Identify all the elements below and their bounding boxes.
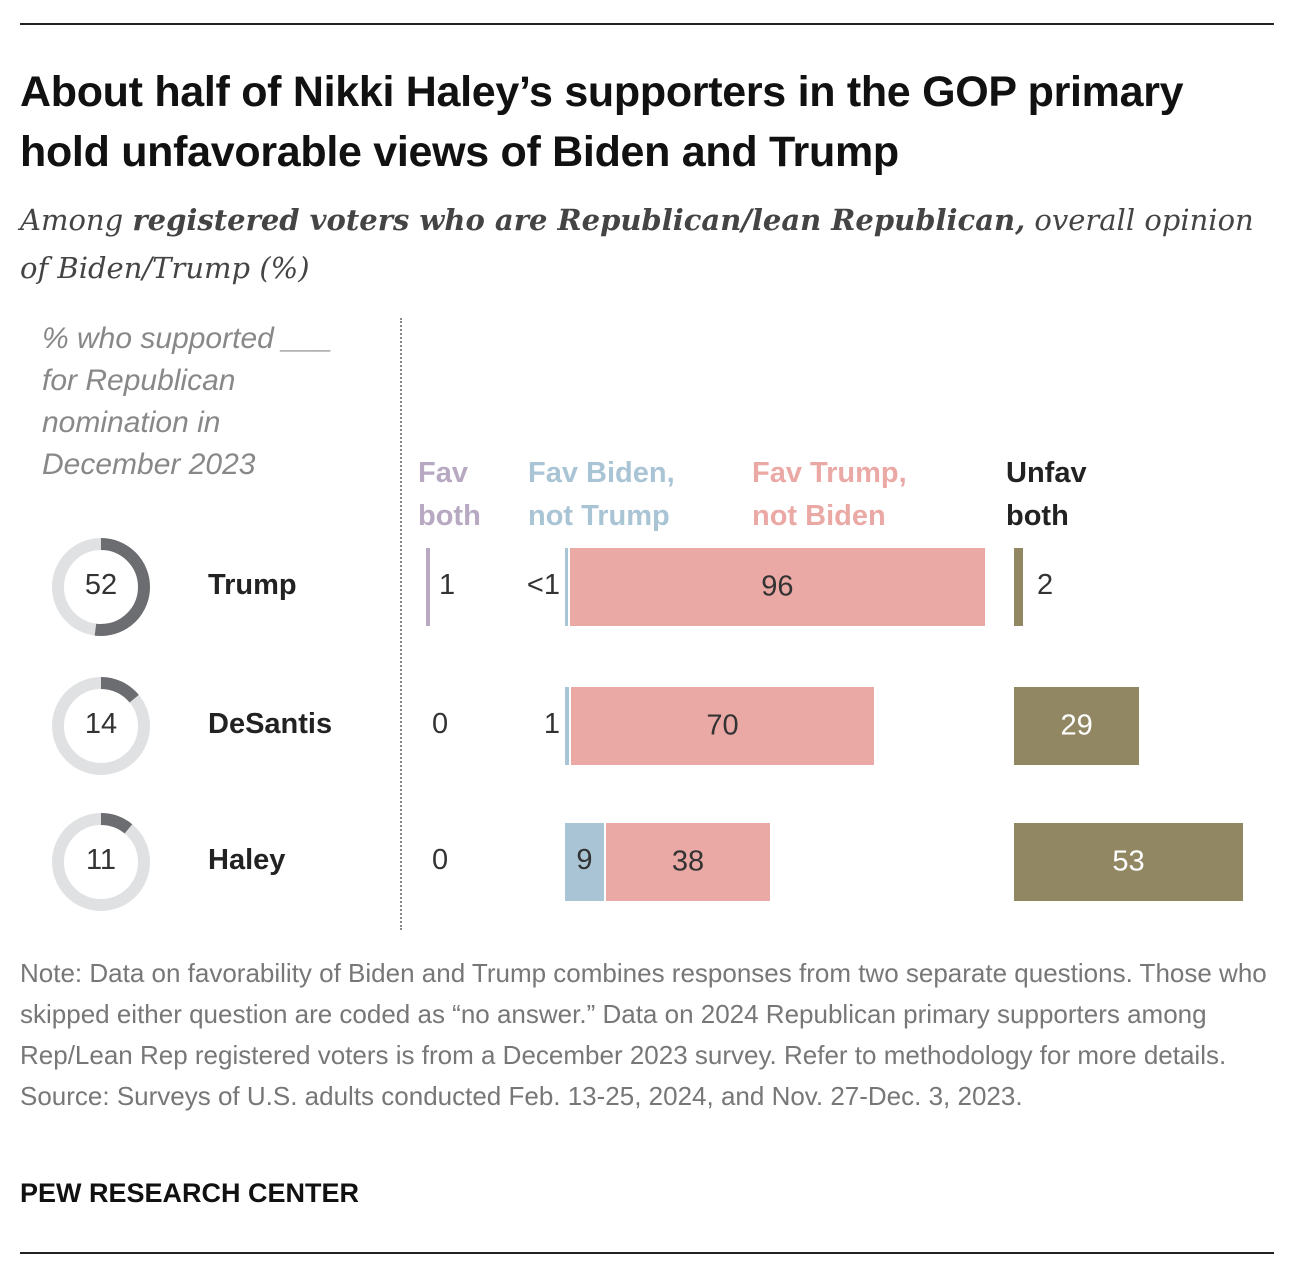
value-fav-both: 0 xyxy=(432,708,449,740)
legend-header-line: both xyxy=(418,500,481,532)
legend-header-line: Unfav xyxy=(1006,457,1087,489)
legend-header-line: not Trump xyxy=(528,500,670,532)
bar-fav-trump: 70 xyxy=(571,687,874,765)
legend-header-line: Fav Trump, xyxy=(752,457,907,489)
dotted-divider xyxy=(400,318,402,930)
value-fav-trump: 38 xyxy=(671,845,705,878)
value-fav-trump: 70 xyxy=(706,709,739,742)
candidate-label: Trump xyxy=(208,569,297,601)
top-rule xyxy=(20,23,1274,25)
donut-value: 11 xyxy=(85,844,117,876)
legend-header-line: both xyxy=(1006,500,1069,532)
donut-value: 14 xyxy=(84,708,118,740)
bar-fav-biden xyxy=(565,823,604,901)
support-donut xyxy=(52,677,150,775)
legend-header-fav_both: Fav both xyxy=(418,452,481,538)
donut-fill xyxy=(52,813,150,911)
value-unfav-both: 53 xyxy=(1112,845,1145,878)
value-fav-trump: 96 xyxy=(761,570,794,603)
legend-header-unfav_both: Unfav both xyxy=(1006,452,1087,538)
candidate-label: DeSantis xyxy=(208,708,333,740)
chart-title: About half of Nikki Haley’s supporters i… xyxy=(20,68,1184,176)
value-unfav-both: 2 xyxy=(1037,569,1054,601)
chart-note: Note: Data on favorability of Biden and … xyxy=(20,953,1270,1117)
value-fav-both: 1 xyxy=(439,569,456,601)
value-fav-biden: <1 xyxy=(526,569,560,601)
value-fav-biden: 9 xyxy=(576,844,593,876)
source-text: Source: Surveys of U.S. adults conducted… xyxy=(20,1081,1023,1111)
note-text: Note: Data on favorability of Biden and … xyxy=(20,958,1267,1070)
chart-subtitle: Among registered voters who are Republic… xyxy=(20,196,1260,292)
support-donut xyxy=(52,538,150,636)
bar-fav-both xyxy=(426,548,431,626)
support-column-header: % who supported ___ for Republican nomin… xyxy=(42,322,333,481)
value-fav-both: 0 xyxy=(432,844,449,876)
bar-unfav-both: 29 xyxy=(1014,687,1140,765)
bar-fav-trump: 96 xyxy=(570,548,985,626)
value-unfav-both: 29 xyxy=(1060,709,1093,742)
bar-unfav-both: 53 xyxy=(1014,823,1243,901)
legend-header-line: Fav xyxy=(418,457,468,489)
legend-header-fav_biden: Fav Biden, not Trump xyxy=(528,452,675,538)
bar-unfav-both xyxy=(1014,548,1023,626)
bar-fav-trump: 38 xyxy=(605,823,771,901)
bottom-rule xyxy=(20,1252,1274,1254)
donut-value: 52 xyxy=(84,569,118,601)
donut-fill xyxy=(52,677,150,775)
legend-header-line: Fav Biden, xyxy=(528,457,675,489)
subtitle-bold: registered voters who are Republican/lea… xyxy=(132,203,1026,237)
subtitle-post: overall opinion of Biden/Trump (%) xyxy=(20,203,1254,285)
bar-fav-biden xyxy=(565,687,570,765)
candidate-label: Haley xyxy=(208,844,286,876)
legend-header-fav_trump: Fav Trump, not Biden xyxy=(752,452,907,538)
donut-fill xyxy=(52,538,150,636)
brand-logo-text: PEW RESEARCH CENTER xyxy=(20,1178,360,1208)
bar-fav-biden xyxy=(565,548,568,626)
subtitle-pre: Among xyxy=(20,203,133,237)
legend-header-line: not Biden xyxy=(752,500,886,532)
support-donut xyxy=(52,813,150,911)
value-fav-biden: 1 xyxy=(543,708,560,740)
